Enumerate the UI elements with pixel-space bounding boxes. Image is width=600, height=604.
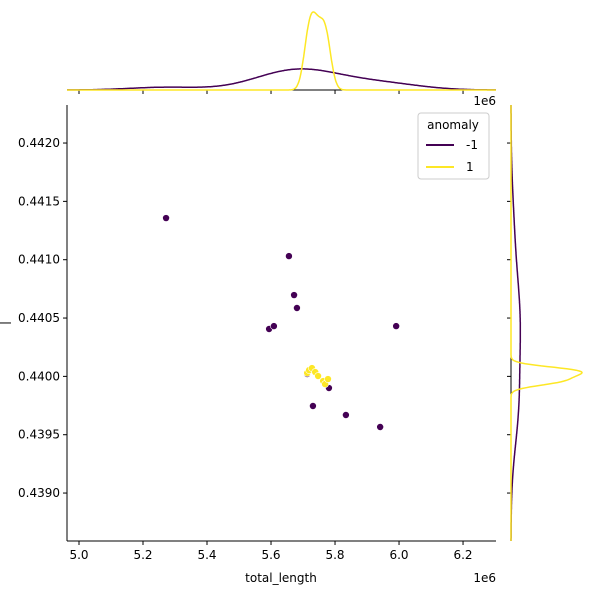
x-tick-label: 6.2 (453, 548, 472, 562)
x-tick-label: 5.0 (69, 548, 88, 562)
x-offset: 1e6 (473, 571, 496, 585)
legend-label: -1 (466, 138, 478, 152)
y-tick-label: 0.4395 (18, 428, 60, 442)
y-tick-label: 0.4390 (18, 486, 60, 500)
legend-label: 1 (466, 160, 474, 174)
marginal-kde-x (67, 11, 496, 91)
x-tick-label: 6.0 (389, 548, 408, 562)
y-tick-label: 0.4415 (18, 194, 60, 208)
point (293, 304, 301, 312)
x-axis-label: total_length (245, 571, 317, 585)
marginal-kde-x (67, 68, 496, 91)
point (392, 322, 400, 330)
marginal-kde-y (510, 105, 583, 541)
point (376, 423, 384, 431)
y-tick-label: 0.4400 (18, 369, 60, 383)
y-tick-label: 0.4405 (18, 311, 60, 325)
x-tick-label: 5.8 (325, 548, 344, 562)
y-tick-label: 0.4420 (18, 136, 60, 150)
point (270, 322, 278, 330)
point (314, 372, 322, 380)
x-offset-top: 1e6 (473, 94, 496, 108)
point (162, 214, 170, 222)
y-axis-label: | (0, 321, 11, 325)
y-tick-label: 0.4410 (18, 253, 60, 267)
legend-title: anomaly (427, 118, 479, 132)
point (290, 291, 298, 299)
point (342, 411, 350, 419)
marginal-kde-y (510, 105, 522, 541)
point (324, 375, 332, 383)
point (309, 402, 317, 410)
x-tick-label: 5.2 (133, 548, 152, 562)
point (285, 252, 293, 260)
x-tick-label: 5.4 (197, 548, 216, 562)
x-tick-label: 5.6 (261, 548, 280, 562)
